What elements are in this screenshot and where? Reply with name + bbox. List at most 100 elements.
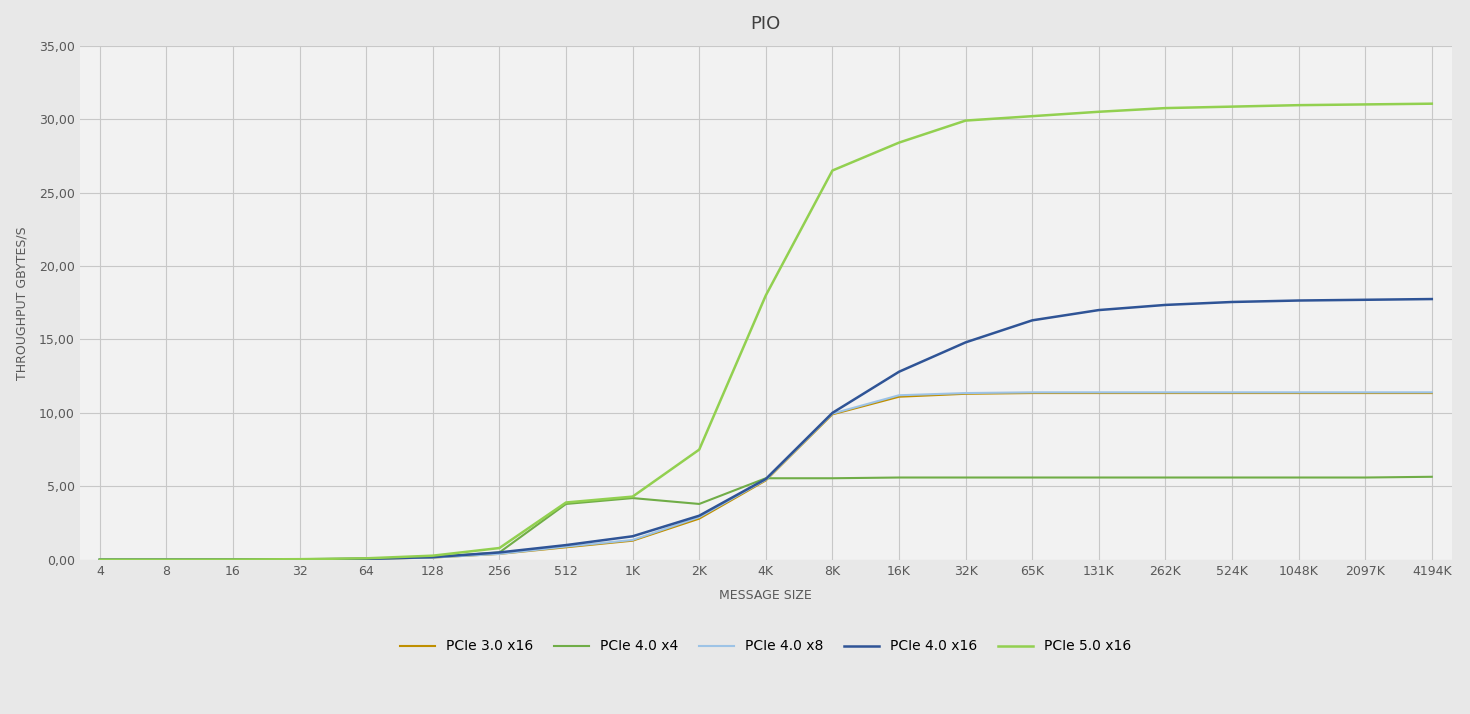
PCIe 5.0 x16 <box>91 555 109 564</box>
PCIe 4.0 x8 <box>1423 388 1441 396</box>
PCIe 4.0 x16 <box>757 475 775 483</box>
PCIe 4.0 x4 <box>157 555 175 564</box>
PCIe 4.0 x16 <box>1223 298 1241 306</box>
PCIe 4.0 x16 <box>91 555 109 564</box>
PCIe 4.0 x16 <box>291 555 309 563</box>
PCIe 4.0 x4 <box>1223 473 1241 482</box>
PCIe 4.0 x4 <box>1423 473 1441 481</box>
PCIe 4.0 x8 <box>1157 388 1175 396</box>
PCIe 4.0 x16 <box>225 555 243 564</box>
PCIe 3.0 x16 <box>423 553 441 562</box>
X-axis label: MESSAGE SIZE: MESSAGE SIZE <box>719 589 813 602</box>
PCIe 4.0 x8 <box>757 476 775 484</box>
PCIe 4.0 x4 <box>423 553 441 561</box>
PCIe 4.0 x16 <box>623 532 641 540</box>
PCIe 3.0 x16 <box>1289 388 1307 397</box>
PCIe 4.0 x4 <box>1357 473 1374 482</box>
PCIe 3.0 x16 <box>491 550 509 558</box>
PCIe 5.0 x16 <box>1289 101 1307 109</box>
PCIe 4.0 x16 <box>491 548 509 557</box>
PCIe 4.0 x8 <box>957 388 975 397</box>
PCIe 4.0 x16 <box>357 555 375 563</box>
Line: PCIe 4.0 x16: PCIe 4.0 x16 <box>100 299 1432 560</box>
PCIe 4.0 x8 <box>691 513 709 521</box>
PCIe 5.0 x16 <box>157 555 175 564</box>
PCIe 3.0 x16 <box>691 514 709 523</box>
PCIe 4.0 x8 <box>1289 388 1307 396</box>
PCIe 3.0 x16 <box>757 476 775 485</box>
PCIe 5.0 x16 <box>957 116 975 125</box>
Line: PCIe 4.0 x4: PCIe 4.0 x4 <box>100 477 1432 560</box>
PCIe 5.0 x16 <box>225 555 243 564</box>
PCIe 4.0 x4 <box>291 555 309 563</box>
PCIe 3.0 x16 <box>891 393 908 401</box>
Line: PCIe 4.0 x8: PCIe 4.0 x8 <box>100 392 1432 560</box>
PCIe 3.0 x16 <box>623 536 641 545</box>
PCIe 4.0 x8 <box>157 555 175 564</box>
PCIe 4.0 x16 <box>691 511 709 520</box>
PCIe 4.0 x8 <box>557 542 575 550</box>
PCIe 3.0 x16 <box>1423 388 1441 397</box>
PCIe 4.0 x16 <box>1023 316 1041 325</box>
PCIe 4.0 x8 <box>291 555 309 563</box>
PCIe 4.0 x4 <box>691 500 709 508</box>
PCIe 4.0 x8 <box>491 550 509 558</box>
PCIe 5.0 x16 <box>757 291 775 300</box>
PCIe 5.0 x16 <box>691 446 709 454</box>
Title: PIO: PIO <box>751 15 781 33</box>
PCIe 4.0 x4 <box>557 500 575 508</box>
PCIe 5.0 x16 <box>1089 108 1107 116</box>
PCIe 4.0 x16 <box>157 555 175 564</box>
PCIe 4.0 x4 <box>1023 473 1041 482</box>
PCIe 4.0 x4 <box>957 473 975 482</box>
PCIe 3.0 x16 <box>225 555 243 564</box>
PCIe 3.0 x16 <box>1357 388 1374 397</box>
PCIe 4.0 x8 <box>1089 388 1107 396</box>
PCIe 4.0 x8 <box>91 555 109 564</box>
PCIe 4.0 x16 <box>423 553 441 561</box>
PCIe 5.0 x16 <box>1423 99 1441 108</box>
PCIe 4.0 x8 <box>1023 388 1041 396</box>
PCIe 4.0 x4 <box>1289 473 1307 482</box>
PCIe 4.0 x4 <box>823 474 841 483</box>
PCIe 3.0 x16 <box>1023 388 1041 397</box>
PCIe 4.0 x16 <box>1089 306 1107 314</box>
PCIe 5.0 x16 <box>1023 112 1041 121</box>
PCIe 4.0 x8 <box>1357 388 1374 396</box>
PCIe 5.0 x16 <box>423 551 441 560</box>
PCIe 5.0 x16 <box>823 166 841 175</box>
PCIe 4.0 x4 <box>623 494 641 503</box>
Legend: PCIe 3.0 x16, PCIe 4.0 x4, PCIe 4.0 x8, PCIe 4.0 x16, PCIe 5.0 x16: PCIe 3.0 x16, PCIe 4.0 x4, PCIe 4.0 x8, … <box>395 633 1136 658</box>
PCIe 3.0 x16 <box>1089 388 1107 397</box>
PCIe 5.0 x16 <box>891 139 908 147</box>
Y-axis label: THROUGHPUT GBYTES/S: THROUGHPUT GBYTES/S <box>15 226 28 380</box>
PCIe 3.0 x16 <box>357 555 375 563</box>
PCIe 4.0 x8 <box>225 555 243 564</box>
PCIe 5.0 x16 <box>1357 100 1374 109</box>
PCIe 5.0 x16 <box>357 554 375 563</box>
PCIe 4.0 x4 <box>891 473 908 482</box>
Line: PCIe 5.0 x16: PCIe 5.0 x16 <box>100 104 1432 560</box>
PCIe 4.0 x4 <box>225 555 243 564</box>
PCIe 5.0 x16 <box>291 555 309 563</box>
PCIe 4.0 x4 <box>91 555 109 564</box>
PCIe 4.0 x8 <box>423 553 441 562</box>
PCIe 4.0 x4 <box>357 554 375 563</box>
PCIe 4.0 x8 <box>823 409 841 418</box>
PCIe 4.0 x16 <box>1357 296 1374 304</box>
PCIe 4.0 x8 <box>891 391 908 400</box>
PCIe 4.0 x4 <box>491 548 509 557</box>
PCIe 5.0 x16 <box>1157 104 1175 112</box>
PCIe 4.0 x16 <box>1423 295 1441 303</box>
PCIe 4.0 x8 <box>623 536 641 544</box>
PCIe 4.0 x8 <box>1223 388 1241 396</box>
PCIe 5.0 x16 <box>1223 102 1241 111</box>
PCIe 4.0 x8 <box>357 555 375 563</box>
PCIe 4.0 x16 <box>1289 296 1307 305</box>
PCIe 4.0 x16 <box>1157 301 1175 309</box>
PCIe 3.0 x16 <box>157 555 175 564</box>
PCIe 4.0 x16 <box>957 338 975 347</box>
PCIe 4.0 x4 <box>1157 473 1175 482</box>
Line: PCIe 3.0 x16: PCIe 3.0 x16 <box>100 393 1432 560</box>
PCIe 3.0 x16 <box>957 390 975 398</box>
